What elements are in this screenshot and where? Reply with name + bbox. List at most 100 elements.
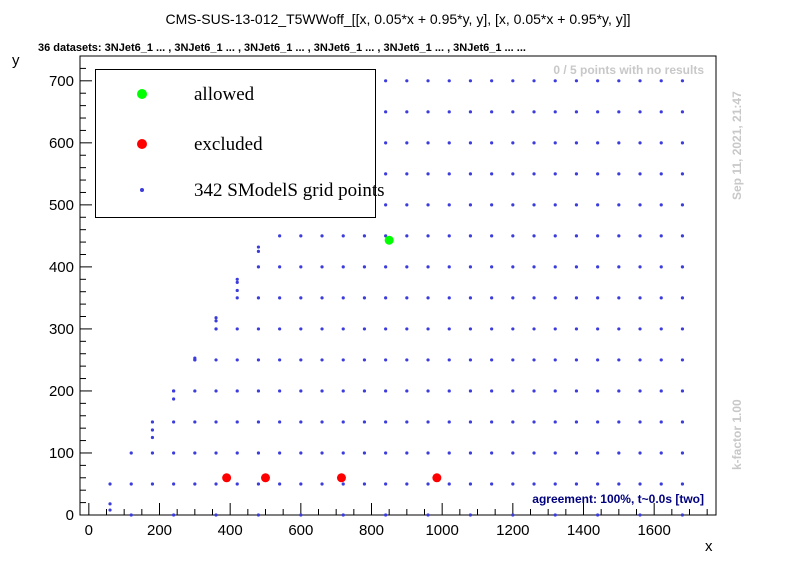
grid-point (680, 451, 685, 455)
grid-point (680, 327, 685, 331)
grid-point (490, 420, 494, 424)
grid-point (341, 451, 345, 455)
grid-point (278, 265, 282, 269)
grid-point (384, 451, 388, 455)
grid-point (405, 234, 409, 238)
x-tick-label: 1600 (637, 522, 670, 539)
grid-point (256, 249, 261, 253)
x-axis-title: x (705, 538, 713, 555)
grid-point (172, 451, 176, 455)
grid-point (362, 265, 367, 269)
grid-point (468, 327, 473, 331)
excluded-point (432, 473, 442, 483)
grid-point (596, 420, 600, 424)
grid-point (596, 141, 600, 145)
grid-point (511, 358, 515, 362)
grid-point (659, 265, 663, 269)
grid-point (532, 358, 536, 362)
grid-point (532, 420, 536, 424)
grid-point (532, 234, 536, 238)
grid-point (468, 141, 473, 145)
grid-marker-icon (140, 188, 144, 192)
legend-label-grid: 342 SModelS grid points (194, 180, 385, 201)
grid-point (511, 513, 515, 517)
grid-point (256, 358, 261, 362)
grid-point (680, 203, 685, 207)
grid-point (341, 389, 345, 393)
grid-point (596, 451, 600, 455)
grid-point (256, 420, 261, 424)
grid-point (447, 420, 451, 424)
grid-point (278, 327, 282, 331)
grid-point (320, 389, 324, 393)
grid-point (617, 110, 621, 114)
grid-point (299, 327, 303, 331)
grid-point (468, 513, 473, 517)
x-tick-label: 400 (218, 522, 243, 539)
grid-point (447, 451, 451, 455)
no-results-note: 0 / 5 points with no results (553, 63, 704, 77)
grid-point (320, 327, 324, 331)
grid-point (214, 482, 218, 486)
grid-point (426, 265, 430, 269)
grid-point (659, 420, 663, 424)
x-tick-label: 200 (147, 522, 172, 539)
grid-point (341, 296, 345, 300)
y-tick-label: 300 (49, 321, 74, 338)
x-tick-label: 1400 (567, 522, 600, 539)
grid-point (426, 389, 430, 393)
grid-point (532, 141, 536, 145)
grid-point (511, 203, 515, 207)
grid-point (532, 296, 536, 300)
grid-point (511, 79, 515, 83)
grid-point (405, 172, 409, 176)
grid-point (447, 172, 451, 176)
grid-point (299, 234, 303, 238)
grid-point (553, 265, 557, 269)
grid-point (214, 513, 218, 517)
grid-point (384, 482, 388, 486)
grid-point (532, 79, 536, 83)
grid-point (447, 110, 451, 114)
grid-point (574, 420, 579, 424)
grid-point (405, 327, 409, 331)
grid-point (172, 389, 176, 393)
chart-title: CMS-SUS-13-012_T5WWoff_[[x, 0.05*x + 0.9… (165, 11, 631, 27)
grid-point (172, 397, 176, 401)
grid-point (553, 79, 557, 83)
y-axis-title: y (12, 52, 20, 69)
x-tick-label: 800 (359, 522, 384, 539)
grid-point (553, 203, 557, 207)
grid-point (447, 203, 451, 207)
grid-point (617, 358, 621, 362)
grid-point (659, 172, 663, 176)
grid-point (638, 420, 642, 424)
grid-point (617, 389, 621, 393)
grid-point (172, 482, 176, 486)
grid-point (405, 203, 409, 207)
y-tick-label: 400 (49, 259, 74, 276)
grid-point (405, 79, 409, 83)
grid-point (659, 296, 663, 300)
grid-point (468, 265, 473, 269)
grid-point (362, 451, 367, 455)
grid-point (447, 327, 451, 331)
grid-point (680, 110, 685, 114)
grid-point (384, 296, 388, 300)
grid-point (384, 110, 388, 114)
grid-point (532, 482, 536, 486)
grid-point (490, 79, 494, 83)
grid-point (511, 141, 515, 145)
grid-point (384, 172, 388, 176)
grid-point (596, 265, 600, 269)
grid-point (214, 420, 218, 424)
grid-point (299, 296, 303, 300)
grid-point (384, 79, 388, 83)
grid-point (490, 141, 494, 145)
grid-point (532, 265, 536, 269)
grid-point (384, 389, 388, 393)
grid-point (659, 327, 663, 331)
grid-point (150, 435, 155, 440)
grid-point (341, 358, 345, 362)
grid-point (278, 296, 282, 300)
